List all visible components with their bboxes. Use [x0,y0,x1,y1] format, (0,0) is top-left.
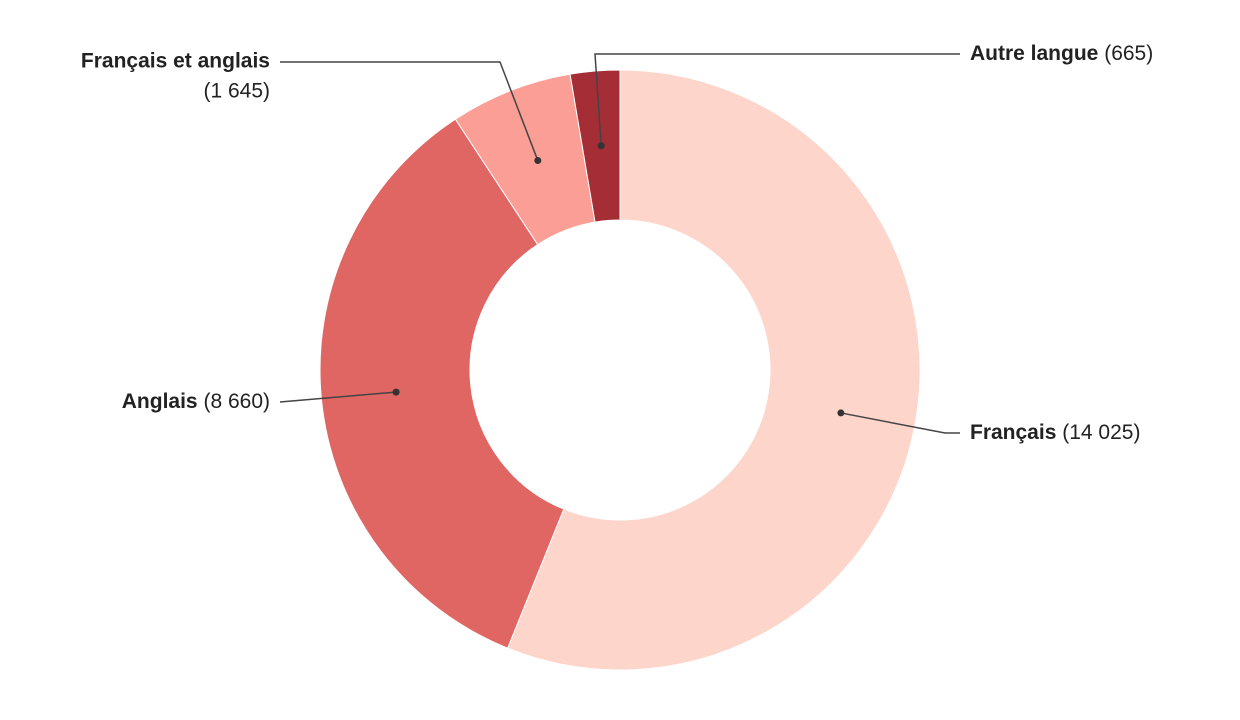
value-label: (14 025) [1062,421,1140,444]
slice-label: Français et anglais [81,50,270,73]
category-label: Français [970,421,1056,444]
value-label: (665) [1104,42,1153,65]
donut-slice [569,69,621,223]
category-label: Anglais [122,390,198,413]
donut-slice [506,69,921,671]
leader-line [840,412,960,434]
leader-dot [534,157,542,165]
leader-dot [597,142,605,150]
slice-label: Anglais (8 660) [122,390,270,413]
leaders [279,53,960,434]
slice-label: Autre langue (665) [970,42,1153,65]
value-label: (8 660) [203,390,270,413]
leader-line [594,53,960,146]
leader-dot [837,409,845,417]
donut [319,69,921,671]
donut-slice [319,118,565,649]
leader-line [279,391,397,403]
value-label: (1 645) [203,80,270,103]
leader-dot [392,388,400,396]
category-label: Autre langue [970,42,1098,65]
leader-line [280,61,539,161]
slice-label: Français (14 025) [970,421,1140,444]
